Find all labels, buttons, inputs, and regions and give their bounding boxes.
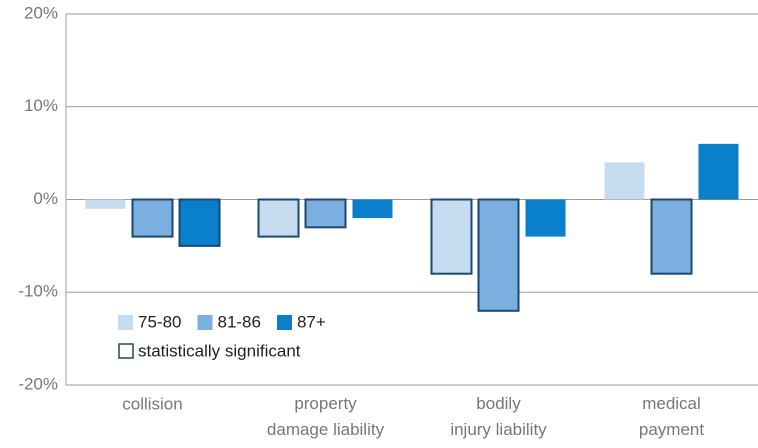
x-tick-label: bodily injury liability: [450, 394, 547, 439]
y-tick-label: -20%: [18, 374, 58, 393]
bar: [257, 198, 300, 238]
bar: [604, 162, 645, 200]
bar: [650, 198, 693, 275]
y-tick-label: -10%: [18, 282, 58, 301]
x-tick-label: medical payment: [639, 394, 704, 439]
legend-significance-swatch: [118, 343, 134, 359]
legend-swatch: [276, 315, 292, 330]
legend-swatch: [118, 315, 133, 330]
bar: [698, 143, 739, 200]
bar: [178, 198, 221, 247]
bar: [352, 199, 393, 219]
bar: [131, 198, 174, 238]
bar: [525, 199, 566, 237]
legend-swatch: [197, 315, 213, 330]
legend-label: 81-86: [217, 312, 260, 331]
y-tick-label: 10%: [24, 96, 58, 115]
legend-significance-label: statistically significant: [138, 341, 301, 360]
y-tick-label: 20%: [24, 3, 58, 22]
bar: [85, 199, 126, 209]
legend-label: 87+: [297, 312, 326, 331]
bar: [430, 198, 473, 275]
y-tick-label: 0%: [33, 189, 58, 208]
x-tick-label: property damage liability: [267, 394, 385, 439]
x-tick-label: collision: [122, 394, 182, 413]
bar: [304, 198, 347, 229]
bar: [477, 198, 520, 312]
legend-label: 75-80: [138, 312, 181, 331]
